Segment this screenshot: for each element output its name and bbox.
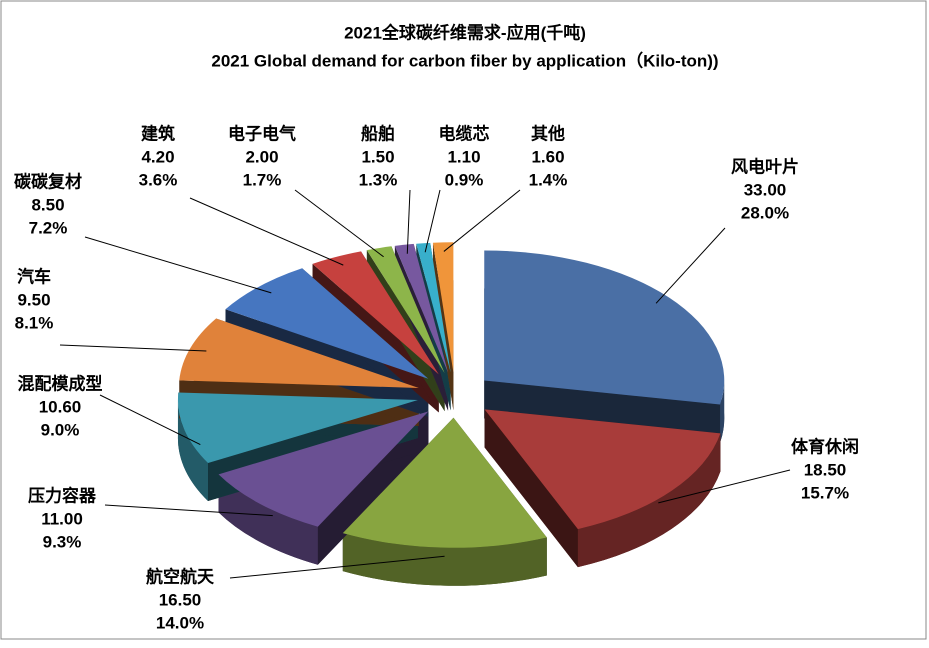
slice — [484, 250, 725, 405]
leader-line — [99, 394, 201, 445]
slice-value-label: 9.50 — [17, 290, 50, 309]
slice — [366, 246, 445, 374]
chart-subtitle: 2021 Global demand for carbon fiber by a… — [211, 50, 718, 70]
slice-category: 建筑 — [141, 123, 175, 143]
slice — [394, 243, 449, 373]
slice-percent-label: 7.2% — [29, 218, 68, 237]
slice-percent-label: 1.7% — [243, 170, 282, 189]
slice — [312, 251, 439, 375]
slice-category: 体育休闲 — [791, 436, 859, 456]
slice-category: 航空航天 — [146, 566, 215, 586]
slice — [484, 409, 721, 530]
slice — [432, 242, 454, 373]
slice-value-label: 33.00 — [744, 180, 787, 199]
slice-rim — [218, 474, 318, 565]
slice-category: 混配模成型 — [18, 373, 103, 393]
slice-percent-label: 1.4% — [529, 170, 568, 189]
slice-category: 电缆芯 — [439, 123, 490, 143]
slice-category: 船舶 — [361, 123, 395, 143]
slice-value-label: 8.50 — [31, 195, 64, 214]
slice-percent-label: 14.0% — [156, 613, 204, 632]
slice-category: 其他 — [531, 123, 565, 143]
slice-value-label: 1.50 — [361, 147, 394, 166]
leader-line — [406, 189, 411, 254]
leader-line — [189, 197, 344, 266]
slice-percent-label: 9.3% — [43, 532, 82, 551]
slice-value-label: 11.00 — [41, 509, 83, 528]
slice-value-label: 16.50 — [159, 590, 202, 609]
slice-category: 电子电气 — [228, 123, 296, 143]
slice-percent-label: 8.1% — [15, 313, 54, 332]
slice-percent-label: 15.7% — [801, 483, 849, 502]
slice-value-label: 18.50 — [804, 460, 847, 479]
leader-line — [104, 504, 273, 517]
slice-percent-label: 1.3% — [359, 170, 398, 189]
leader-line — [229, 555, 445, 579]
slice-rim — [577, 433, 721, 568]
leader-line — [655, 227, 726, 304]
slice — [225, 268, 429, 379]
slice — [416, 242, 451, 373]
slice — [177, 392, 418, 464]
slice-rim — [177, 400, 209, 502]
slice — [218, 411, 429, 527]
slice-value-label: 10.60 — [39, 397, 82, 416]
slice-percent-label: 28.0% — [741, 203, 789, 222]
slice-value-label: 1.60 — [531, 147, 564, 166]
slice — [179, 318, 419, 389]
slice-wall — [484, 409, 578, 568]
slice-category: 碳碳复材 — [14, 171, 82, 191]
slice-wall — [484, 380, 721, 443]
leader-line — [84, 236, 272, 294]
slice-category: 压力容器 — [28, 485, 97, 505]
slice — [342, 417, 547, 548]
slice-rim — [342, 533, 547, 586]
leader-line — [658, 469, 791, 504]
slice-value-label: 1.10 — [447, 147, 480, 166]
leader-line — [294, 189, 384, 258]
slice-percent-label: 3.6% — [139, 170, 178, 189]
slice-percent-label: 9.0% — [41, 420, 80, 439]
leader-line — [424, 189, 441, 253]
slice-value-label: 2.00 — [245, 147, 278, 166]
slice-category: 汽车 — [17, 266, 51, 286]
leader-line — [59, 344, 207, 352]
slice-value-label: 4.20 — [141, 147, 174, 166]
slice-category: 风电叶片 — [731, 156, 799, 176]
chart-title: 2021全球碳纤维需求-应用(千吨) — [344, 22, 586, 42]
leader-line — [443, 189, 521, 252]
slice-rim — [720, 380, 725, 443]
slice-percent-label: 0.9% — [445, 170, 484, 189]
slice-tops — [177, 242, 725, 548]
